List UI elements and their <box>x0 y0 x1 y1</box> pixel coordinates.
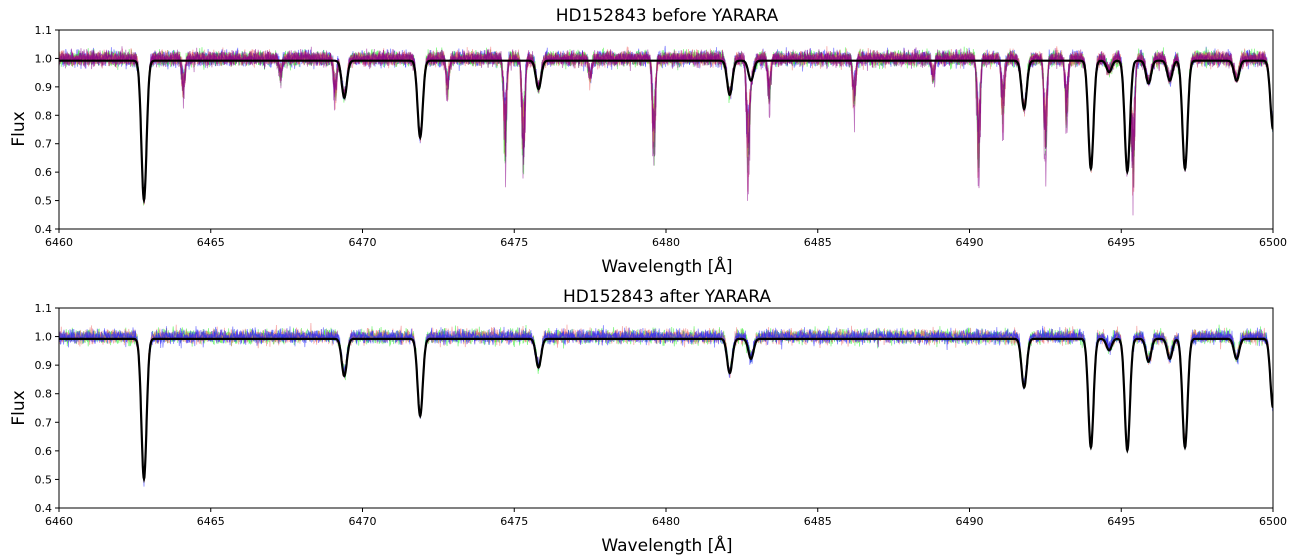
y-tick-label: 0.6 <box>35 445 53 458</box>
plot-area <box>59 45 1273 216</box>
spectrum-series-line <box>59 322 1273 483</box>
y-tick-label: 0.8 <box>35 109 53 122</box>
y-tick-label: 1.0 <box>35 52 53 65</box>
x-tick-label: 6490 <box>956 236 984 249</box>
panel-after: HD152843 after YARARA 6460 6465 6470 6475 64… <box>9 287 1287 555</box>
y-tick-label: 0.5 <box>35 195 53 208</box>
spectrum-series-line <box>59 45 1273 200</box>
x-axis-label: Wavelength [Å] <box>601 534 732 555</box>
y-tick-label: 1.1 <box>35 302 53 315</box>
spectrum-series-line <box>59 325 1273 481</box>
y-tick-label: 0.4 <box>35 502 53 515</box>
x-tick-label: 6475 <box>500 515 528 528</box>
plot-area <box>59 322 1273 487</box>
y-tick-label: 0.7 <box>35 416 53 429</box>
y-tick-label: 0.5 <box>35 473 53 486</box>
x-tick-label: 6500 <box>1259 515 1287 528</box>
mean-spectrum-line <box>59 337 1273 484</box>
spectrum-series-line <box>59 47 1273 198</box>
chart-title: HD152843 before YARARA <box>556 6 779 26</box>
spectrum-series-line <box>59 46 1273 202</box>
y-tick-label: 0.9 <box>35 81 53 94</box>
x-tick-label: 6465 <box>197 515 225 528</box>
spectrum-series-line <box>59 324 1273 479</box>
spectrum-series-line <box>59 47 1273 206</box>
y-axis-label: Flux <box>9 111 29 146</box>
x-tick-label: 6485 <box>804 515 832 528</box>
y-tick-label: 0.6 <box>35 166 53 179</box>
x-tick-label: 6490 <box>956 515 984 528</box>
x-tick-label: 6460 <box>45 236 73 249</box>
spectrum-series-line <box>59 46 1273 201</box>
y-tick-label: 0.8 <box>35 388 53 401</box>
y-tick-label: 1.1 <box>35 24 53 37</box>
x-tick-label: 6460 <box>45 515 73 528</box>
y-tick-label: 0.9 <box>35 359 53 372</box>
x-tick-label: 6465 <box>197 236 225 249</box>
spectrum-series-line <box>59 47 1273 203</box>
spectrum-series-line <box>59 325 1273 481</box>
spectrum-series-line <box>59 325 1273 487</box>
spectrum-series-line <box>59 47 1273 203</box>
chart-title: HD152843 after YARARA <box>563 287 771 307</box>
x-tick-label: 6495 <box>1107 515 1135 528</box>
x-tick-label: 6470 <box>349 236 377 249</box>
spectrum-series-line <box>59 46 1273 205</box>
tick-layer: 6460 6465 6470 6475 6480 6485 6490 6495 6500 0.4 0… <box>35 302 1288 528</box>
y-tick-label: 0.7 <box>35 138 53 151</box>
spectrum-series-line <box>59 46 1273 202</box>
y-tick-label: 1.0 <box>35 331 53 344</box>
y-axis-label: Flux <box>9 390 29 425</box>
x-tick-label: 6480 <box>652 515 680 528</box>
x-tick-label: 6495 <box>1107 236 1135 249</box>
tick-layer: 6460 6465 6470 6475 6480 6485 6490 6495 6500 0.4 0… <box>35 24 1288 249</box>
x-tick-label: 6500 <box>1259 236 1287 249</box>
y-tick-label: 0.4 <box>35 223 53 236</box>
panel-before: HD152843 before YARARA 6460 6465 6470 6475 6… <box>9 6 1287 277</box>
x-tick-label: 6480 <box>652 236 680 249</box>
spectrum-series-line <box>59 47 1273 216</box>
x-axis-label: Wavelength [Å] <box>601 255 732 277</box>
x-tick-label: 6485 <box>804 236 832 249</box>
spectrum-series-line <box>59 46 1273 198</box>
x-tick-label: 6475 <box>500 236 528 249</box>
mean-spectrum-line <box>59 59 1273 205</box>
spectrum-series-line <box>59 46 1273 204</box>
spectrum-series-line <box>59 324 1273 480</box>
x-tick-label: 6470 <box>349 515 377 528</box>
